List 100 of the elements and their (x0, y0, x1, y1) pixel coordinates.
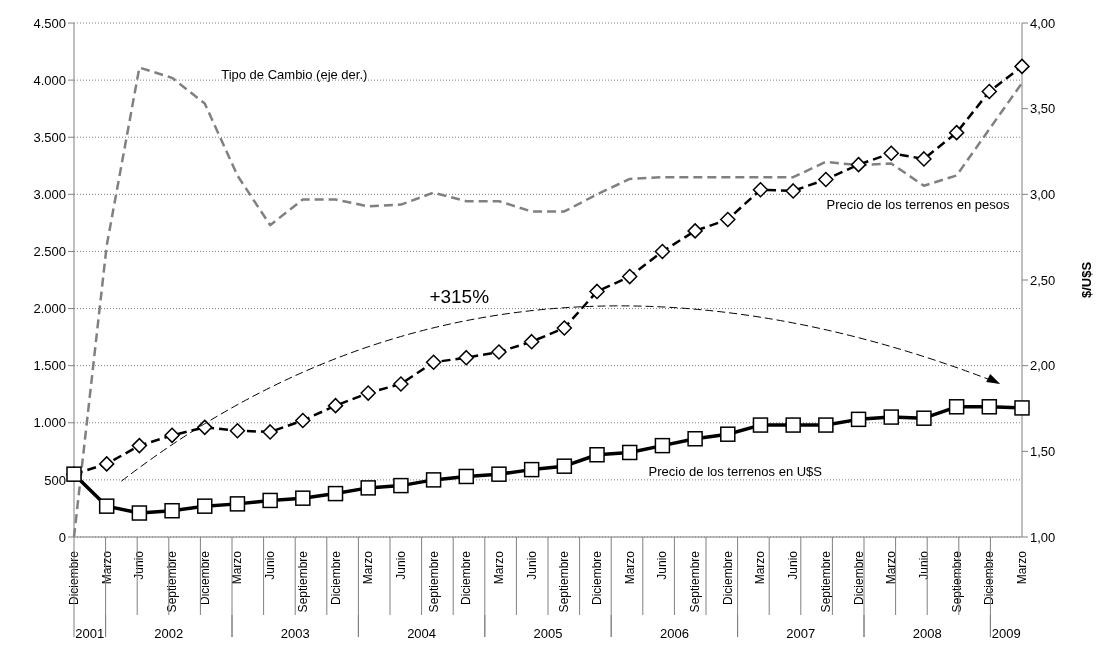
y-tick-label: 1.000 (33, 415, 66, 431)
x-tick-label: Septiembre (165, 550, 180, 613)
x-tick-label: Marzo (622, 550, 637, 585)
x-tick-label: Junio (524, 550, 539, 580)
point (589, 283, 605, 300)
x-tick-label: Diciembre (851, 550, 866, 606)
text: 2003 (280, 626, 310, 641)
y2-axis-title: $/U$S (1078, 261, 1094, 299)
y-tick-label: 2.000 (33, 301, 66, 317)
x-tick-label: Diciembre (982, 550, 997, 606)
point (720, 211, 736, 228)
x-tick-label: Diciembre (459, 550, 474, 606)
series-label: Precio de los terrenos en U$S (648, 463, 823, 479)
point (262, 492, 278, 509)
x-tick-label: Junio (916, 550, 931, 580)
point (327, 485, 344, 502)
y2-tick-label: 2,00 (1030, 358, 1056, 374)
point (916, 410, 932, 426)
point (621, 268, 638, 285)
point (197, 498, 213, 514)
x-tick-label: Marzo (230, 550, 245, 585)
point (752, 182, 769, 198)
point (850, 411, 867, 428)
x-tick-label: Diciembre (590, 550, 605, 606)
point (654, 437, 671, 454)
y2-tick-label: 1,00 (1030, 529, 1056, 545)
text: Tipo de Cambio (eje der.) (221, 66, 368, 82)
y2-tick-label: 1,50 (1030, 443, 1056, 459)
y-tick-label: 4.000 (33, 72, 66, 88)
point (491, 466, 507, 482)
point (785, 417, 801, 433)
x-tick-label: Junio (132, 550, 147, 580)
point (850, 156, 867, 173)
y-tick-label: 500 (44, 472, 66, 488)
x-tick-label: Marzo (884, 550, 899, 585)
point (948, 399, 965, 415)
point (458, 468, 475, 485)
x-tick-label: Junio (263, 550, 278, 580)
x-tick-label: Diciembre (328, 550, 343, 606)
x-tick-label: Marzo (99, 550, 114, 585)
text: 2008 (912, 626, 942, 641)
point (720, 426, 736, 442)
x-tick-label: Diciembre (67, 550, 81, 606)
point (393, 477, 409, 494)
x-tick-label: Marzo (1015, 550, 1029, 585)
x-tick-label: Junio (786, 550, 801, 580)
x-tick-label: Septiembre (688, 550, 703, 613)
point (98, 456, 115, 472)
point (360, 385, 376, 401)
annotation: +315% (429, 285, 490, 307)
point (360, 480, 376, 496)
point (295, 490, 311, 506)
text: 2006 (659, 626, 689, 641)
point (229, 423, 246, 439)
x-tick-label: Marzo (491, 550, 506, 585)
text: 2007 (786, 626, 816, 641)
x-tick-label: Septiembre (557, 550, 572, 613)
y2-tick-label: 4,00 (1030, 15, 1056, 31)
y-tick-label: 1.500 (33, 358, 66, 374)
x-tick-label: Septiembre (295, 550, 310, 613)
x-tick-label: Marzo (361, 550, 376, 585)
x-tick-label: Marzo (753, 550, 768, 585)
y-tick-label: 2.500 (33, 244, 66, 260)
point (98, 498, 115, 514)
y2-tick-label: 3,00 (1030, 186, 1056, 202)
text: 2001 (75, 626, 105, 641)
point (164, 427, 180, 444)
point (425, 354, 442, 370)
point (131, 505, 148, 521)
point (556, 320, 573, 336)
point (818, 417, 834, 433)
x-tick-label: Septiembre (818, 550, 833, 613)
point (425, 472, 442, 488)
x-tick-label: Junio (655, 550, 670, 580)
point (1014, 58, 1030, 75)
y2-tick-label: 2,50 (1030, 272, 1056, 288)
point (229, 496, 246, 512)
point (818, 171, 834, 188)
point (883, 145, 899, 161)
point (981, 399, 998, 415)
point (164, 502, 180, 519)
y-tick-label: 0 (58, 529, 66, 545)
x-tick-label: Diciembre (720, 550, 735, 606)
point (295, 412, 311, 429)
y-tick-label: 3.500 (33, 129, 66, 145)
x-tick-label: Septiembre (426, 550, 441, 613)
x-tick-label: Junio (393, 550, 408, 580)
series-label: Precio de los terrenos en pesos (826, 197, 1010, 213)
point (556, 458, 573, 474)
text: 2004 (407, 626, 437, 641)
y2-tick-label: 3,50 (1030, 101, 1056, 117)
y-tick-label: 3.000 (33, 186, 66, 202)
point (687, 431, 703, 447)
text: 2002 (154, 626, 184, 641)
text: 2009 (991, 626, 1021, 641)
point (589, 447, 605, 463)
point (1014, 400, 1030, 416)
x-tick-label: Septiembre (949, 550, 964, 613)
point (621, 444, 638, 461)
x-tick-label: Diciembre (197, 550, 212, 606)
